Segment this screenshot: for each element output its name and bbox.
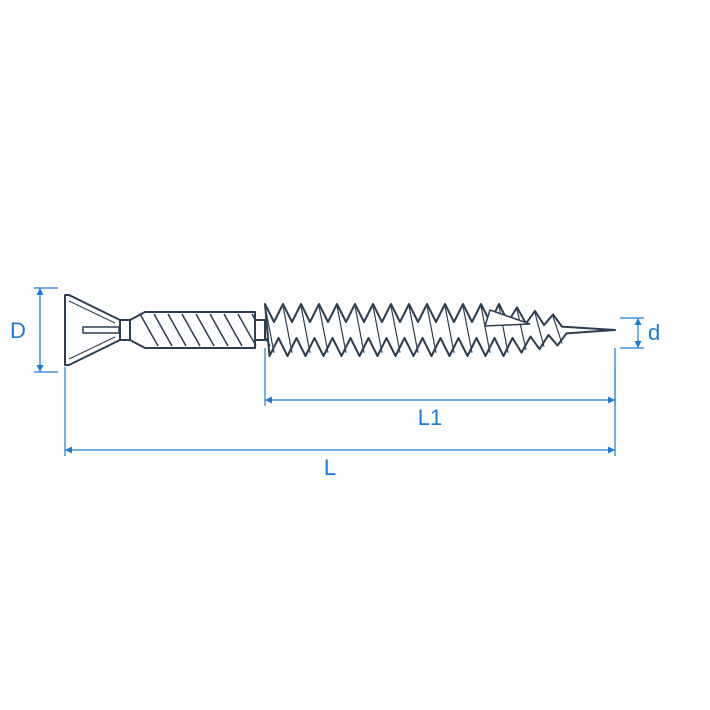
dimension-label-L: L <box>324 455 336 480</box>
screw-diagram: D d L1 L <box>0 0 710 710</box>
screw-illustration <box>65 295 615 365</box>
dimension-label-d: d <box>648 320 660 345</box>
dimension-label-L1: L1 <box>418 405 442 430</box>
dimension-label-D: D <box>10 318 26 343</box>
dimension-annotations <box>34 288 644 456</box>
